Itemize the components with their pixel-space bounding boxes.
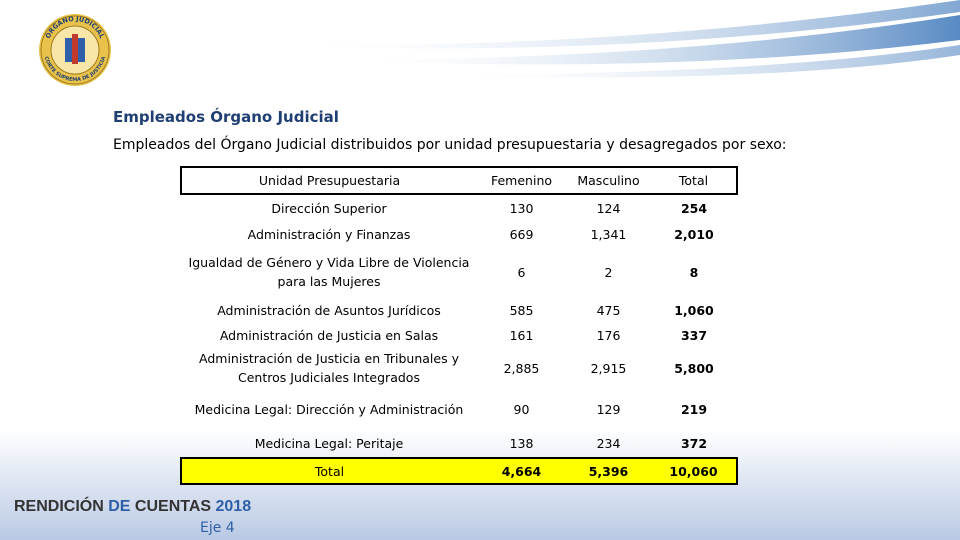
table-row: Medicina Legal: Peritaje 138 234 372 (181, 430, 737, 458)
table-row: Administración de Asuntos Jurídicos 585 47… (181, 297, 737, 323)
table-row: Igualdad de Género y Vida Libre de Viole… (181, 247, 737, 297)
cell: Masculino (566, 166, 651, 195)
cell: 90 (513, 401, 530, 417)
cell: Administración de Justicia en Salas (219, 328, 439, 343)
cell: 2,915 (590, 360, 627, 376)
cell: 129 (596, 401, 621, 417)
title: Empleados Órgano Judicial (113, 108, 339, 126)
cell: 8 (689, 264, 699, 280)
cell: 176 (596, 328, 621, 343)
cell: 2 (604, 264, 613, 280)
cell: Medicina Legal: Peritaje (254, 436, 404, 451)
table-row: Administración de Justicia en Salas 161 17… (181, 323, 737, 348)
table: Unidad Presupuestaria Femenino Masculino To… (180, 166, 738, 485)
cell: 5,800 (674, 360, 714, 376)
cell: 2,010 (674, 226, 714, 242)
table-row: Administración de Justicia en Tribunales… (181, 348, 737, 388)
cell: Total (651, 166, 738, 195)
cell: 130 (509, 200, 534, 216)
section-label: Eje 4 (200, 520, 235, 536)
cell: Administración y Finanzas (247, 226, 411, 242)
cell: 1,341 (590, 226, 627, 242)
cell: 161 (509, 328, 534, 343)
table-row: Medicina Legal: Dirección y Administraci… (181, 388, 737, 430)
cell: Administración de Justicia en Tribunales… (199, 351, 459, 385)
cell: 138 (509, 436, 534, 451)
cell: 254 (680, 200, 708, 216)
footer-text: CUENTAS (134, 498, 216, 515)
cell: 585 (509, 302, 534, 318)
cell: 4,664 (477, 457, 566, 485)
cell: 1,060 (674, 302, 714, 318)
subtitle: Empleados del Órgano Judicial distribuid… (113, 137, 787, 153)
footer-text: DE (108, 498, 135, 515)
cell: 372 (680, 436, 708, 451)
cell: Dirección Superior (271, 200, 387, 216)
cell: 234 (596, 436, 621, 451)
cell: Femenino (477, 166, 566, 195)
footer-text: 2018 (215, 498, 252, 515)
cell: 669 (509, 226, 534, 242)
table-row: Administración y Finanzas 669 1,341 2,010 (181, 221, 737, 247)
total-row: Total 4,664 5,396 10,060 (180, 457, 738, 485)
cell: 337 (680, 328, 708, 343)
cell: Total (180, 457, 477, 485)
cell: 219 (680, 401, 708, 417)
cell: 5,396 (566, 457, 651, 485)
cell: Igualdad de Género y Vida Libre de Viole… (188, 255, 470, 289)
cell: 6 (517, 264, 526, 280)
footer-text: RENDICIÓN (14, 498, 109, 515)
footer: RENDICIÓN DE CUENTAS 2018 (14, 498, 251, 516)
header-row: Unidad Presupuestaria Femenino Masculino To… (180, 166, 738, 195)
table-row: Dirección Superior 130 124 254 (181, 194, 737, 221)
cell: 475 (596, 302, 621, 318)
logo: ÓRGANO JUDICIAL CORTE SUPREMA DE JUSTICI… (39, 14, 111, 86)
cell: 2,885 (503, 360, 540, 376)
cell: Unidad Presupuestaria (180, 166, 477, 195)
cell: Medicina Legal: Dirección y Administraci… (194, 401, 464, 417)
cell: Administración de Asuntos Jurídicos (217, 302, 441, 318)
cell: 10,060 (651, 457, 738, 485)
cell: 124 (596, 200, 621, 216)
